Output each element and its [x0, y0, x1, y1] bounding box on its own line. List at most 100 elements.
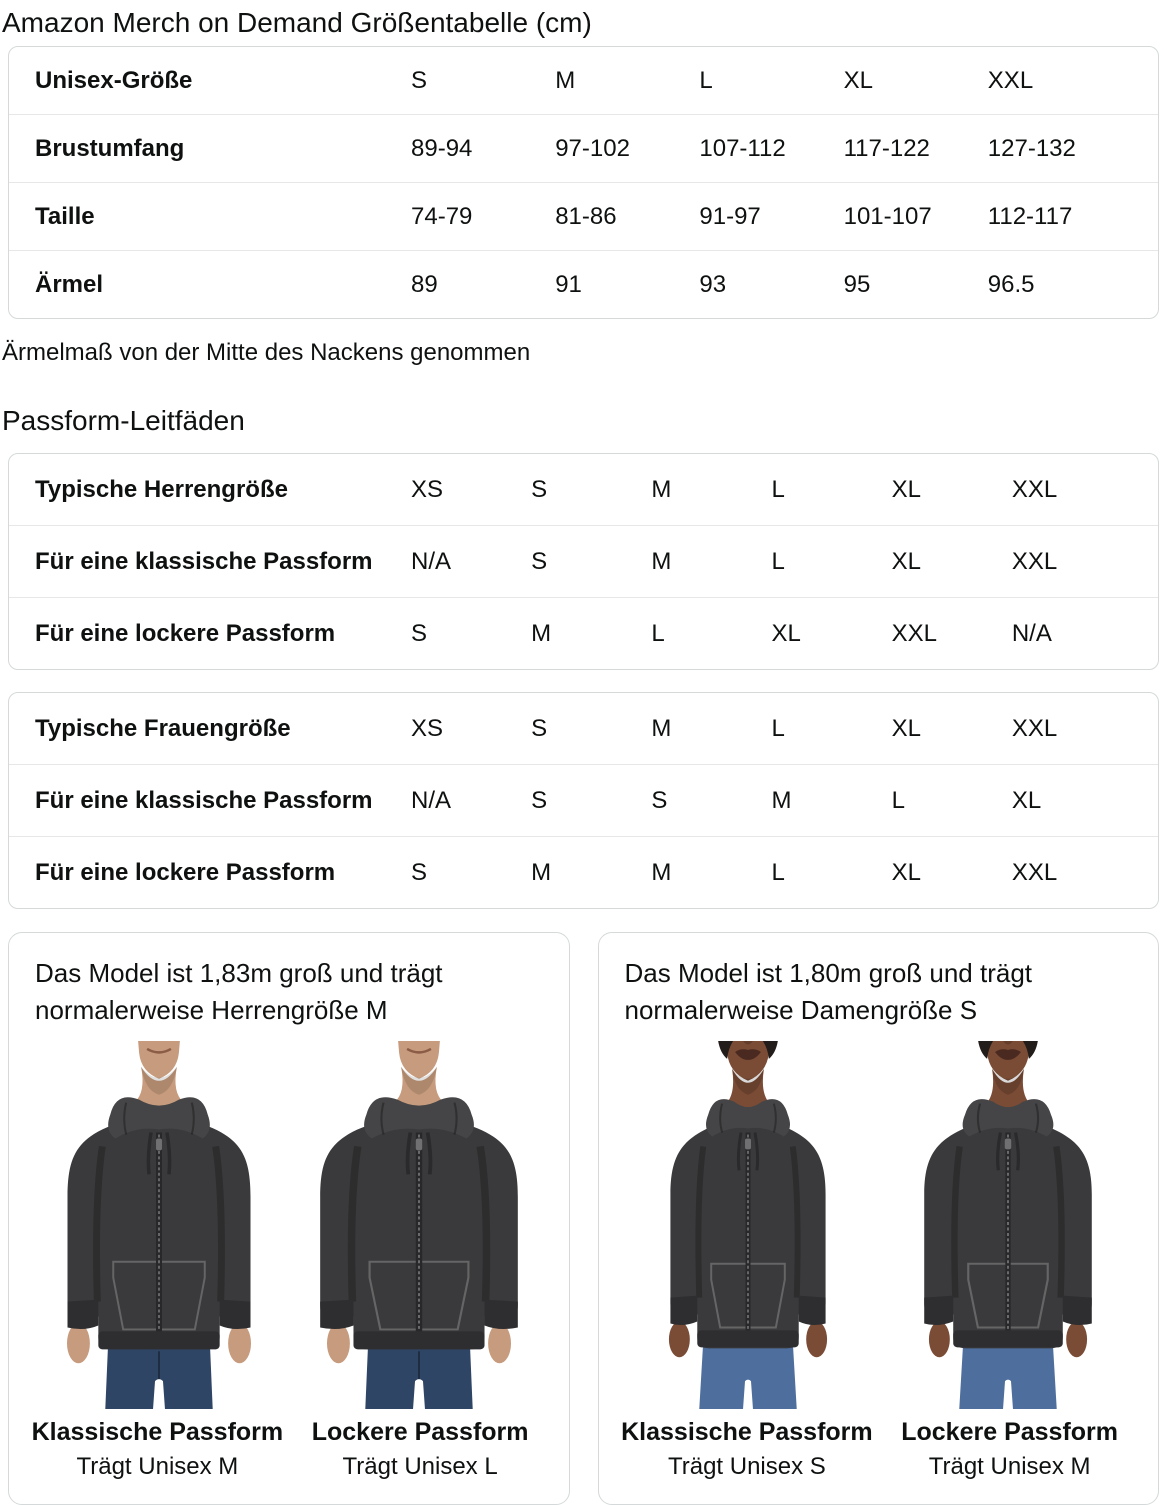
cell-value: S [531, 547, 548, 575]
cell-value: XL [891, 858, 922, 886]
cell-value: L [771, 475, 785, 503]
cell-value: S [531, 786, 548, 814]
cell-value: XL [771, 619, 801, 647]
cell-value: L [771, 547, 785, 575]
cell-value: S [651, 786, 668, 814]
table-row: Ärmel 89 91 93 95 96.5 [9, 250, 1158, 318]
fit-title: Lockere Passform [901, 1418, 1119, 1446]
model-illustration [883, 1041, 1133, 1409]
cell-value: 81-86 [555, 202, 617, 230]
fit-title: Klassische Passform [621, 1418, 873, 1446]
table-row: Für eine klassische Passform N/A S M L X… [9, 525, 1158, 597]
row-label: Ärmel [35, 270, 104, 298]
fit-title: Klassische Passform [31, 1418, 284, 1446]
cell-value: L [771, 714, 785, 742]
caption-classic-fit: Klassische Passform Trägt Unisex S [621, 1417, 874, 1483]
cell-value: XS [411, 475, 444, 503]
cell-value: L [771, 858, 785, 886]
cell-value: XL [891, 714, 922, 742]
cell-value: XL [891, 547, 922, 575]
cell-value: N/A [1011, 619, 1052, 647]
table-row: Für eine klassische Passform N/A S S M L… [9, 764, 1158, 836]
womens-fit-table: Typische Frauengröße XS S M L XL XXL Für… [8, 692, 1159, 909]
model-photos [621, 1041, 1137, 1409]
sleeve-measure-note: Ärmelmaß von der Mitte des Nackens genom… [2, 339, 531, 366]
table-row: Für eine lockere Passform S M L XL XXL N… [9, 597, 1158, 669]
unisex-size-table: Unisex-Größe S M L XL XXL Brustumfang 89… [8, 46, 1159, 319]
cell-value: M [531, 858, 552, 886]
cell-value: 93 [699, 270, 727, 298]
model-photo-loose-fit-male [294, 1041, 544, 1409]
cell-value: S [411, 619, 428, 647]
row-label: Brustumfang [35, 134, 185, 162]
cell-value: S [411, 858, 428, 886]
cell-value: 101-107 [843, 202, 932, 230]
cell-value: 89 [411, 270, 438, 298]
row-label: Unisex-Größe [35, 66, 193, 94]
fit-guides-heading: Passform-Leitfäden [2, 405, 245, 436]
cell-value: S [531, 475, 548, 503]
cell-value: M [651, 547, 672, 575]
cell-value: 97-102 [555, 134, 630, 162]
row-label: Für eine klassische Passform [35, 786, 373, 814]
table-row: Für eine lockere Passform S M M L XL XXL [9, 836, 1158, 908]
cell-value: 96.5 [987, 270, 1035, 298]
row-label: Taille [35, 202, 95, 230]
fit-detail: Trägt Unisex M [928, 1453, 1091, 1480]
table-row: Typische Herrengröße XS S M L XL XXL [9, 454, 1158, 525]
cell-value: 117-122 [843, 134, 930, 162]
cell-value: XXL [987, 66, 1034, 94]
model-intro: Das Model ist 1,83m groß und trägt norma… [35, 958, 443, 1025]
cell-value: XL [843, 66, 873, 94]
cell-value: M [651, 714, 672, 742]
mens-model-card: Das Model ist 1,83m groß und trägt norma… [8, 932, 570, 1505]
cell-value: XXL [1011, 858, 1058, 886]
cell-value: N/A [411, 786, 452, 814]
cell-value: 91 [555, 270, 582, 298]
fit-detail: Trägt Unisex S [667, 1453, 826, 1480]
fit-detail: Trägt Unisex L [342, 1453, 498, 1480]
model-illustration [623, 1041, 873, 1409]
cell-value: M [771, 786, 792, 814]
photo-captions: Klassische Passform Trägt Unisex M Locke… [31, 1417, 547, 1483]
table-row: Brustumfang 89-94 97-102 107-112 117-122… [9, 114, 1158, 182]
model-photo-classic-fit-male [34, 1041, 284, 1409]
cell-value: XXL [891, 619, 938, 647]
cell-value: XXL [1011, 547, 1058, 575]
page-title: Amazon Merch on Demand Größentabelle (cm… [2, 7, 592, 38]
row-label: Typische Herrengröße [35, 475, 288, 503]
model-photos [31, 1041, 547, 1409]
cell-value: L [891, 786, 906, 814]
model-illustration [34, 1041, 284, 1409]
caption-loose-fit: Lockere Passform Trägt Unisex L [294, 1417, 547, 1483]
table-row: Unisex-Größe S M L XL XXL [9, 47, 1158, 114]
row-label: Typische Frauengröße [35, 714, 291, 742]
row-label: Für eine klassische Passform [35, 547, 373, 575]
caption-loose-fit: Lockere Passform Trägt Unisex M [883, 1417, 1136, 1483]
cell-value: M [531, 619, 552, 647]
cell-value: XXL [1011, 714, 1058, 742]
row-label: Für eine lockere Passform [35, 619, 336, 647]
cell-value: L [699, 66, 713, 94]
cell-value: M [651, 475, 672, 503]
fit-title: Lockere Passform [311, 1418, 529, 1446]
model-photo-classic-fit-female [623, 1041, 873, 1409]
cell-value: 95 [843, 270, 871, 298]
cell-value: 74-79 [411, 202, 473, 230]
caption-classic-fit: Klassische Passform Trägt Unisex M [31, 1417, 284, 1483]
row-label: Für eine lockere Passform [35, 858, 336, 886]
cell-value: XS [411, 714, 444, 742]
cell-value: 112-117 [987, 202, 1073, 230]
model-intro: Das Model ist 1,80m groß und trägt norma… [624, 958, 1033, 1025]
table-row: Typische Frauengröße XS S M L XL XXL [9, 693, 1158, 764]
cell-value: M [651, 858, 672, 886]
model-photo-loose-fit-female [883, 1041, 1133, 1409]
cell-value: N/A [411, 547, 452, 575]
cell-value: XXL [1011, 475, 1058, 503]
cell-value: L [651, 619, 665, 647]
mens-fit-table: Typische Herrengröße XS S M L XL XXL Für… [8, 453, 1159, 670]
cell-value: M [555, 66, 576, 94]
cell-value: 127-132 [987, 134, 1076, 162]
cell-value: 89-94 [411, 134, 473, 162]
